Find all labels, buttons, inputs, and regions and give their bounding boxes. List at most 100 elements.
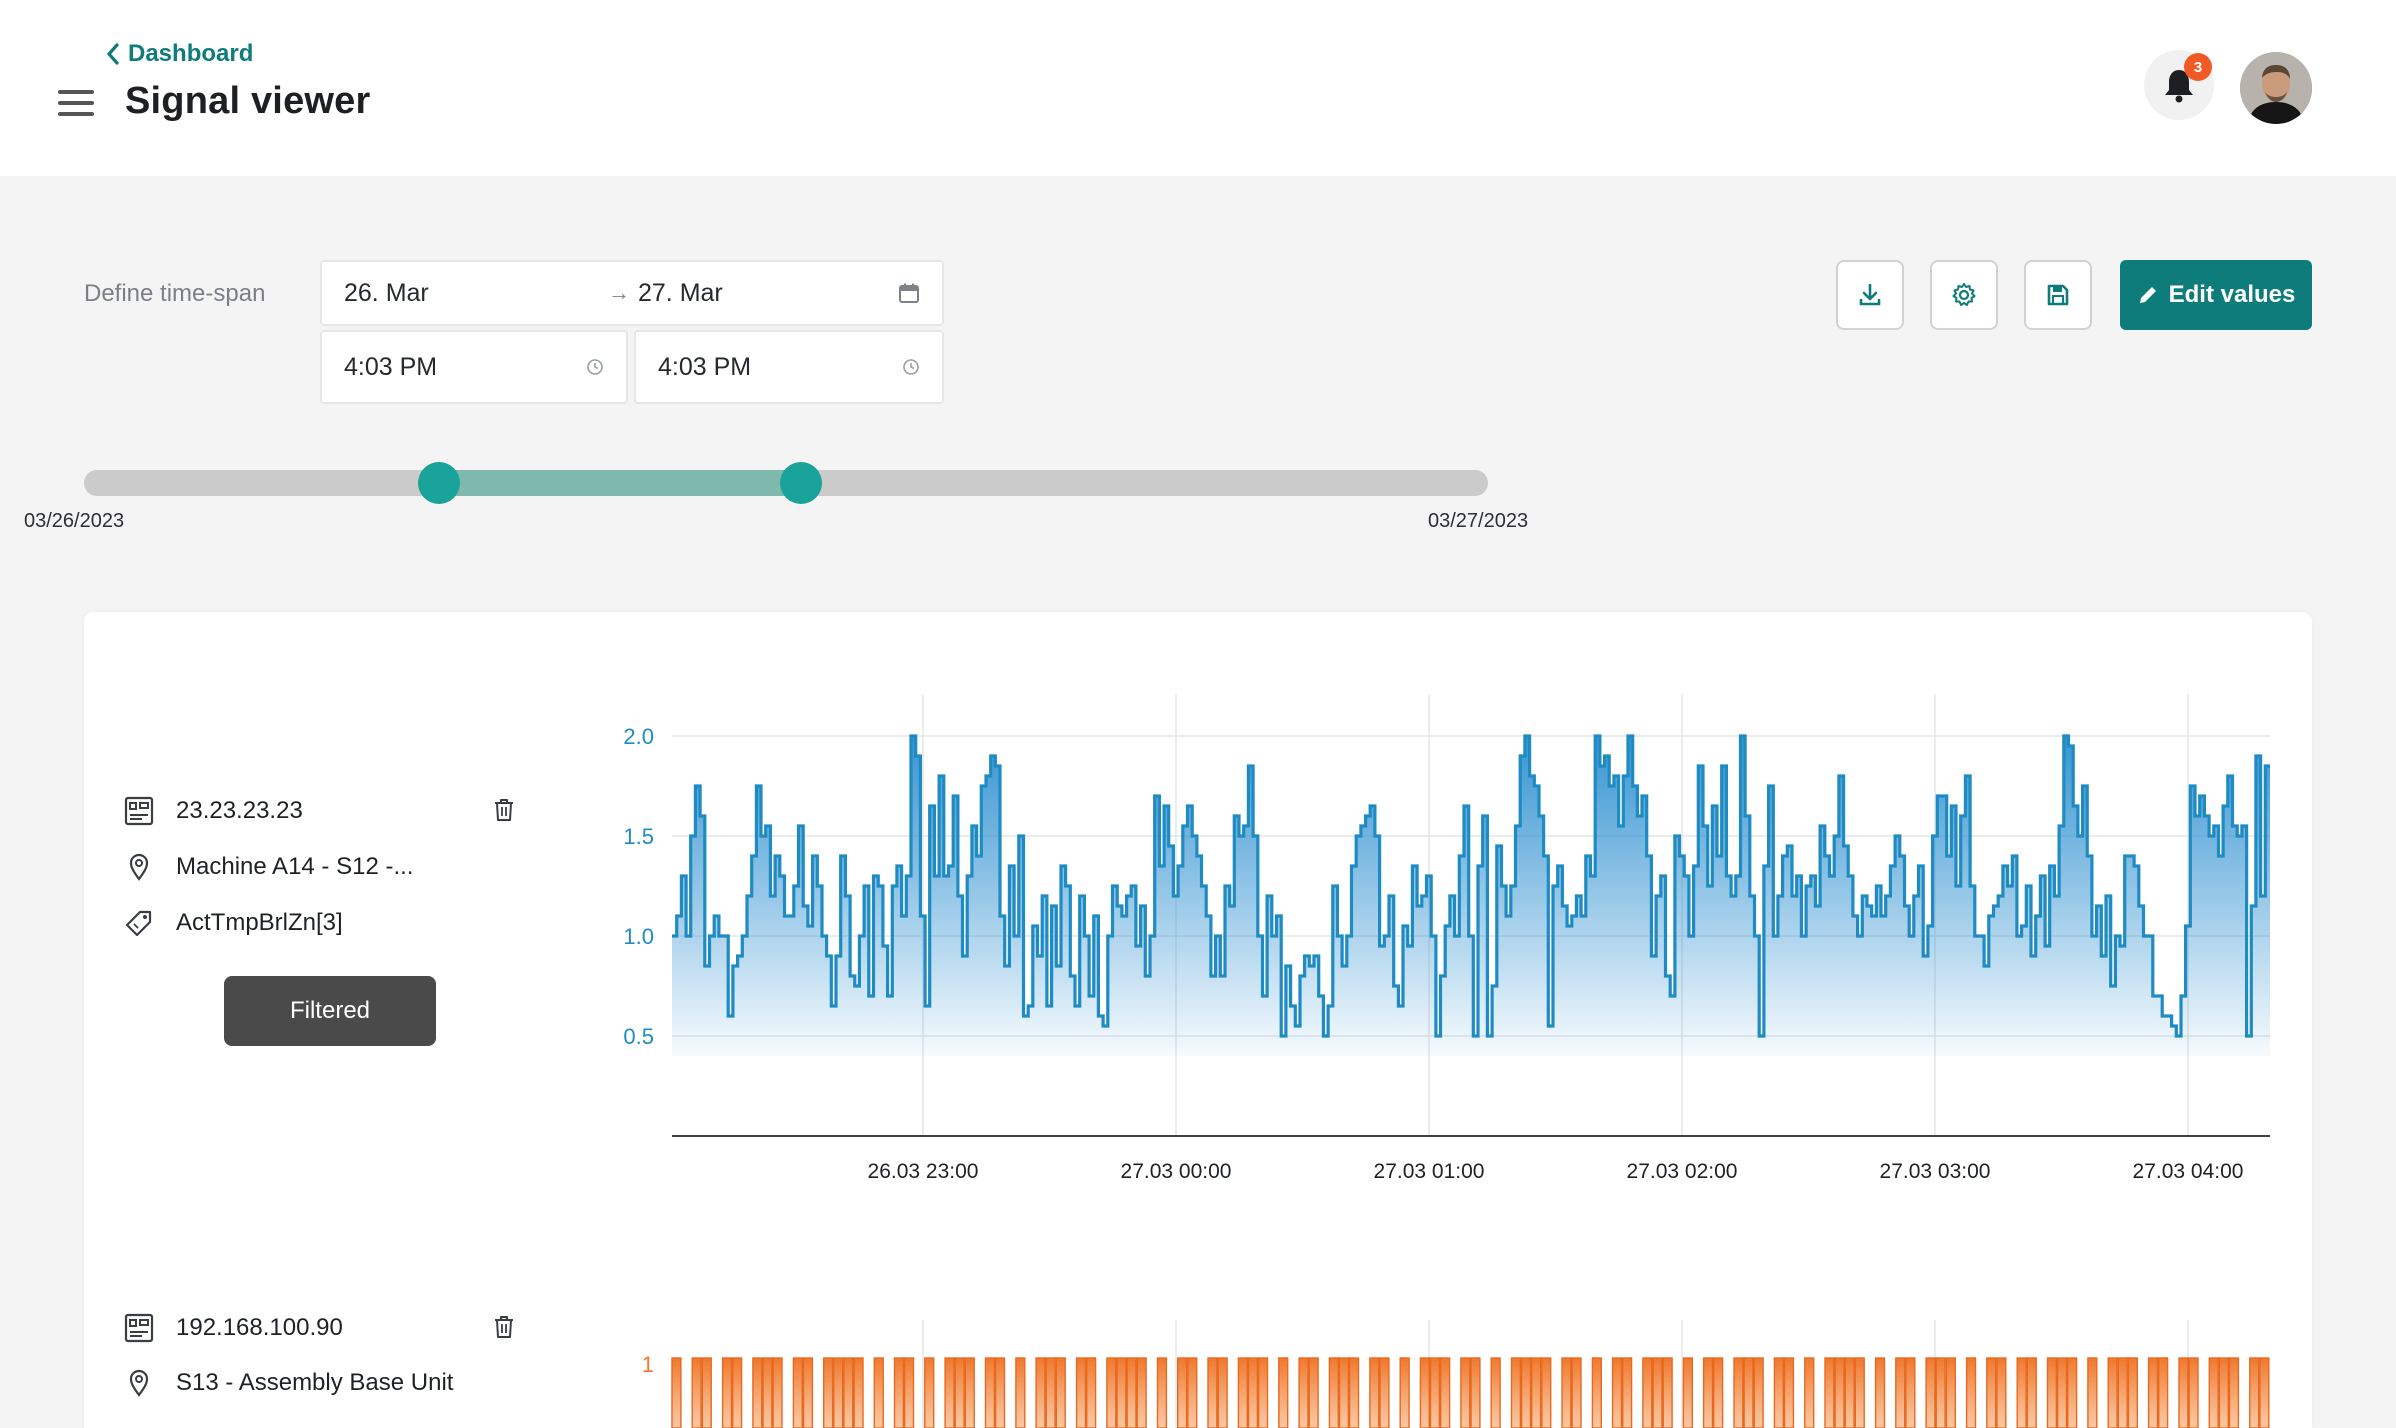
start-date-value[interactable]: 26. Mar — [344, 278, 429, 307]
signal-2-bar[interactable] — [1217, 1357, 1228, 1428]
signal-2-bar[interactable] — [1369, 1357, 1380, 1428]
signal-2-bar[interactable] — [1187, 1357, 1198, 1428]
end-date-value[interactable]: 27. Mar — [638, 278, 723, 307]
signal-2-bar[interactable] — [1621, 1357, 1633, 1428]
signal-2-bar[interactable] — [1874, 1357, 1886, 1428]
signal-2-bar[interactable] — [984, 1357, 996, 1428]
signal-2-bar[interactable] — [853, 1357, 864, 1428]
signal-2-bar[interactable] — [2127, 1357, 2139, 1428]
signal-2-bar[interactable] — [964, 1357, 975, 1428]
signal-2-bar[interactable] — [1035, 1357, 1046, 1428]
signal-2-bar[interactable] — [1925, 1357, 1936, 1428]
signal-2-bar[interactable] — [1348, 1357, 1360, 1428]
signal-2-bar[interactable] — [1662, 1357, 1673, 1428]
signal-2-bar[interactable] — [2107, 1357, 2118, 1428]
signal-2-bar[interactable] — [994, 1357, 1006, 1428]
signal-2-bar[interactable] — [2178, 1357, 2189, 1428]
signal-2-bar[interactable] — [1824, 1357, 1835, 1428]
user-avatar[interactable] — [2240, 52, 2312, 124]
signal-2-bar[interactable] — [1895, 1357, 1906, 1428]
signal-1-series-line[interactable] — [672, 734, 2270, 1038]
signal-2-bar[interactable] — [1571, 1357, 1582, 1428]
signal-2-bar[interactable] — [1429, 1357, 1441, 1428]
settings-button[interactable] — [1930, 260, 1998, 330]
signal-2-bar[interactable] — [1379, 1357, 1390, 1428]
signal-2-bar[interactable] — [1743, 1357, 1754, 1428]
signal-2-bar[interactable] — [1854, 1357, 1865, 1428]
signal-2-bar[interactable] — [721, 1357, 733, 1428]
signal-2-bar[interactable] — [1996, 1357, 2007, 1428]
breadcrumb-back-link[interactable]: Dashboard — [104, 40, 253, 68]
signal-2-bar[interactable] — [2087, 1357, 2098, 1428]
date-range-input[interactable]: 26. Mar → 27. Mar — [320, 260, 944, 326]
signal-2-bar[interactable] — [1338, 1357, 1350, 1428]
signal-2-bar[interactable] — [1106, 1357, 1117, 1428]
signal-2-bar[interactable] — [691, 1357, 702, 1428]
end-time-input[interactable]: 4:03 PM — [634, 330, 944, 404]
signal-2-bar[interactable] — [1399, 1357, 1410, 1428]
signal-2-bar[interactable] — [2157, 1357, 2169, 1428]
signal-2-bar[interactable] — [701, 1357, 712, 1428]
signal-2-bar[interactable] — [1642, 1357, 1653, 1428]
signal-2-bar[interactable] — [1308, 1357, 1319, 1428]
signal-2-bar[interactable] — [2046, 1357, 2058, 1428]
signal-2-bar[interactable] — [1086, 1357, 1097, 1428]
signal-2-bar-chart[interactable]: 1 — [590, 1320, 2280, 1428]
signal-2-bar[interactable] — [1652, 1357, 1663, 1428]
signal-1-delete-trash-icon[interactable] — [492, 797, 516, 823]
signal-2-bar[interactable] — [762, 1357, 773, 1428]
signal-2-bar[interactable] — [2208, 1357, 2219, 1428]
signal-2-bar[interactable] — [1177, 1357, 1188, 1428]
signal-2-bar[interactable] — [1702, 1357, 1714, 1428]
signal-2-bar[interactable] — [944, 1357, 955, 1428]
signal-2-bar[interactable] — [1935, 1357, 1946, 1428]
signal-2-bar[interactable] — [1278, 1357, 1289, 1428]
signal-2-bar[interactable] — [1834, 1357, 1845, 1428]
signal-2-bar[interactable] — [1844, 1357, 1855, 1428]
signal-2-bar[interactable] — [2066, 1357, 2078, 1428]
end-time-value[interactable]: 4:03 PM — [658, 352, 752, 381]
signal-2-bar[interactable] — [1207, 1357, 1218, 1428]
signal-2-bar[interactable] — [1541, 1357, 1552, 1428]
signal-2-bar[interactable] — [1156, 1357, 1168, 1428]
signal-2-bar[interactable] — [1257, 1357, 1269, 1428]
signal-2-delete-trash-icon[interactable] — [492, 1314, 516, 1340]
edit-values-button[interactable]: Edit values — [2120, 260, 2312, 330]
signal-2-bar[interactable] — [2228, 1357, 2240, 1428]
signal-2-bar[interactable] — [1753, 1357, 1764, 1428]
start-time-input[interactable]: 4:03 PM — [320, 330, 628, 404]
signal-2-bar[interactable] — [1419, 1357, 1431, 1428]
signal-2-bar[interactable] — [1510, 1357, 1522, 1428]
start-time-value[interactable]: 4:03 PM — [344, 352, 438, 381]
signal-2-bar[interactable] — [1328, 1357, 1340, 1428]
signal-2-bar[interactable] — [1440, 1357, 1451, 1428]
signal-2-bar[interactable] — [873, 1357, 884, 1428]
signal-2-bar[interactable] — [1733, 1357, 1744, 1428]
calendar-icon[interactable] — [898, 282, 920, 304]
signal-2-bar[interactable] — [1561, 1357, 1572, 1428]
signal-2-bar[interactable] — [671, 1357, 682, 1428]
signal-2-bar[interactable] — [1126, 1357, 1137, 1428]
signal-2-bar[interactable] — [2026, 1357, 2037, 1428]
breadcrumb-label[interactable]: Dashboard — [128, 40, 254, 67]
signal-2-bar[interactable] — [1045, 1357, 1056, 1428]
save-button[interactable] — [2024, 260, 2092, 330]
signal-2-bar[interactable] — [1773, 1357, 1785, 1428]
signal-2-bar[interactable] — [802, 1357, 814, 1428]
signal-2-bar[interactable] — [822, 1357, 834, 1428]
clock-icon[interactable] — [586, 358, 604, 376]
signal-2-bar[interactable] — [2117, 1357, 2128, 1428]
signal-2-bar[interactable] — [1945, 1357, 1957, 1428]
signal-2-bar[interactable] — [1712, 1357, 1724, 1428]
signal-2-bar[interactable] — [1075, 1357, 1087, 1428]
signal-2-bar[interactable] — [772, 1357, 783, 1428]
signal-2-bar[interactable] — [731, 1357, 743, 1428]
clock-icon[interactable] — [902, 358, 920, 376]
signal-2-bar[interactable] — [1015, 1357, 1026, 1428]
signal-2-bar[interactable] — [1055, 1357, 1066, 1428]
signal-2-bar[interactable] — [1965, 1357, 1977, 1428]
signal-2-bar[interactable] — [1531, 1357, 1542, 1428]
signal-2-bar[interactable] — [1986, 1357, 1997, 1428]
signal-2-bar[interactable] — [2259, 1357, 2270, 1428]
signal-2-bar[interactable] — [1136, 1357, 1147, 1428]
